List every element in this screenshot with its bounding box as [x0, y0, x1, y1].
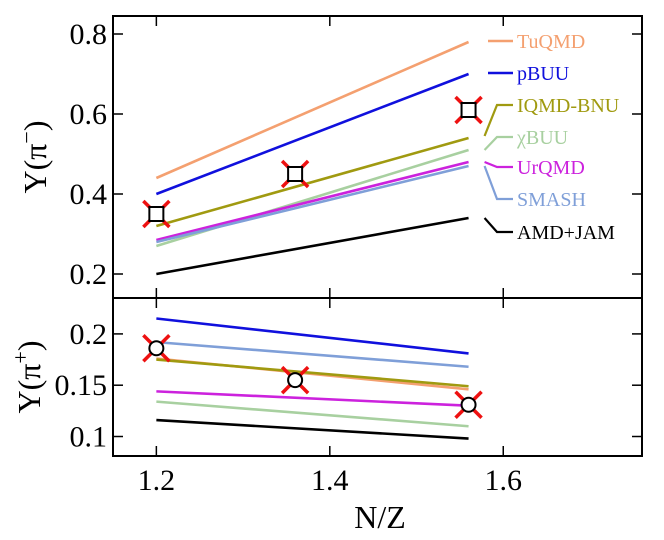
experiment-point — [454, 390, 483, 419]
legend-label: AMD+JAM — [517, 222, 615, 244]
legend-connector — [483, 217, 513, 234]
series-line-χBUU — [156, 400, 469, 428]
experiment-point — [280, 365, 310, 395]
legend-connector — [484, 160, 513, 169]
experiment-point — [280, 159, 310, 189]
y-axis-title-close: ) — [11, 341, 47, 352]
data-marker-circle — [287, 372, 304, 389]
series-line-TuQMD — [155, 40, 470, 180]
series-line-SMASH — [156, 340, 469, 369]
legend-label: TuQMD — [517, 31, 585, 53]
y-tick-label: 0.8 — [70, 18, 108, 51]
series-line-SMASH — [156, 164, 469, 244]
series-line-AMD+JAM — [156, 216, 469, 276]
y-axis-title-sup: + — [8, 351, 33, 363]
legend-entry-TuQMD: TuQMD — [488, 31, 585, 53]
legend-connector — [483, 165, 513, 201]
y-axis-title-sup: − — [14, 131, 39, 143]
series-line-pBUU — [156, 317, 469, 355]
legend-entry-SMASH: SMASH — [483, 165, 586, 211]
legend-label: UrQMD — [517, 157, 585, 179]
legend-label: χBUU — [516, 127, 569, 149]
legend-label: pBUU — [517, 63, 570, 85]
data-marker-square — [287, 166, 304, 182]
data-marker-square — [148, 206, 165, 222]
x-axis-title: N/Z — [354, 499, 406, 535]
x-axis: 1.2 1.4 1.6 — [138, 464, 522, 497]
legend-connector — [483, 103, 513, 137]
legend-connector — [483, 135, 513, 151]
series-line-IQMD-BNU — [156, 136, 469, 228]
legend-entry-pBUU: pBUU — [488, 63, 570, 85]
series-line-IQMD-BNU — [156, 358, 469, 388]
experiment-point — [454, 95, 483, 125]
x-tick-label: 1.6 — [484, 464, 522, 497]
y-tick-label: 0.6 — [70, 98, 108, 131]
y-tick-label: 0.15 — [55, 369, 108, 402]
experiment-point — [142, 199, 171, 229]
y-axis-title-main: Y(π — [17, 144, 53, 194]
y-axis-title: Y(π+) — [8, 341, 47, 414]
data-marker-square — [460, 102, 477, 118]
y-tick-label: 0.2 — [70, 318, 108, 351]
chart-panels: 0.20.40.60.8Y(π−)0.10.150.2Y(π+)TuQMDpBU… — [8, 15, 643, 457]
panel-pi-minus: 0.2 0.4 0.6 0.8 Y(π−) — [14, 15, 643, 299]
legend-entry-AMD+JAM: AMD+JAM — [483, 217, 615, 244]
y-axis-title-main: Y(π — [11, 364, 47, 414]
x-tick-label: 1.2 — [138, 464, 176, 497]
panel-pi-plus: 0.1 0.15 0.2 Y(π+) — [8, 297, 643, 457]
panel-frame — [112, 297, 643, 457]
x-tick-label: 1.4 — [311, 464, 349, 497]
data-marker-circle — [460, 396, 477, 413]
series-line-UrQMD — [156, 160, 469, 242]
series-line-pBUU — [155, 72, 470, 196]
data-marker-circle — [148, 340, 165, 357]
y-tick-label: 0.2 — [70, 258, 108, 291]
series-line-UrQMD — [156, 390, 469, 408]
legend: TuQMD pBUU IQMD-BNU χBUU UrQMD SMASH AMD+JAM — [483, 31, 620, 244]
y-tick-label: 0.4 — [70, 178, 108, 211]
legend-entry-UrQMD: UrQMD — [484, 157, 585, 179]
legend-label: SMASH — [517, 189, 586, 211]
series-line-AMD+JAM — [156, 418, 469, 440]
legend-label: IQMD-BNU — [517, 95, 620, 117]
y-tick-label: 0.1 — [70, 421, 108, 454]
experiment-point — [142, 334, 171, 363]
legend-entry-IQMD-BNU: IQMD-BNU — [483, 95, 620, 137]
legend-entry-χBUU: χBUU — [483, 127, 569, 151]
y-axis-title: Y(π−) — [14, 121, 53, 194]
y-axis-title-close: ) — [17, 121, 53, 132]
